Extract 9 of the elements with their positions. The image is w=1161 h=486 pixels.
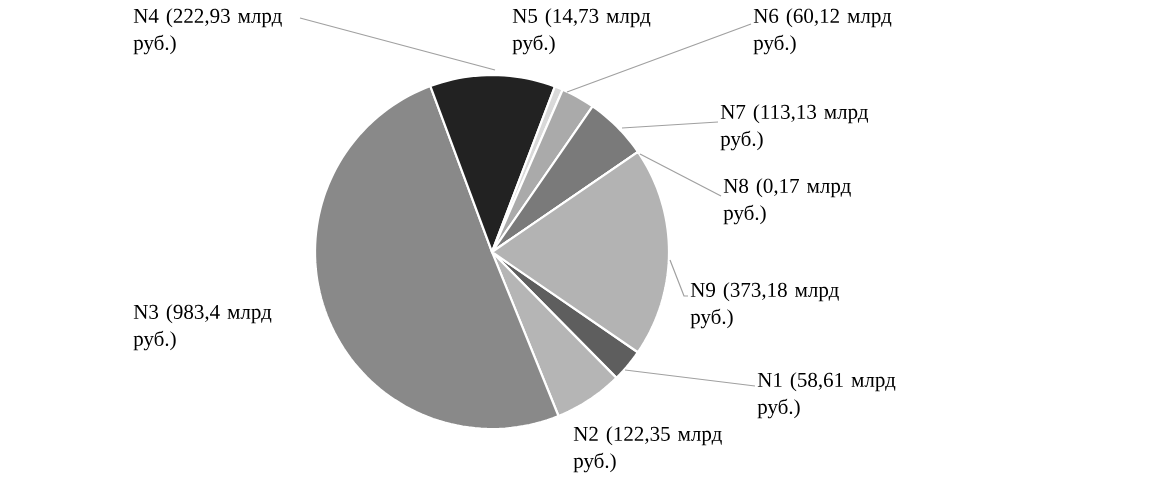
slice-label: N8 (0,17 млрд руб.) — [723, 178, 851, 225]
slice-label: N9 (373,18 млрд руб.) — [690, 282, 839, 329]
slice-label: N3 (983,4 млрд руб.) — [133, 304, 272, 351]
slice-label: N1 (58,61 млрд руб.) — [757, 372, 896, 419]
slice-label: N5 (14,73 млрд руб.) — [512, 8, 651, 55]
slice-label: N2 (122,35 млрд руб.) — [573, 426, 722, 473]
slice-label: N4 (222,93 млрд руб.) — [133, 8, 282, 55]
slice-label: N7 (113,13 млрд руб.) — [720, 104, 869, 151]
slice-label: N6 (60,12 млрд руб.) — [753, 8, 892, 55]
